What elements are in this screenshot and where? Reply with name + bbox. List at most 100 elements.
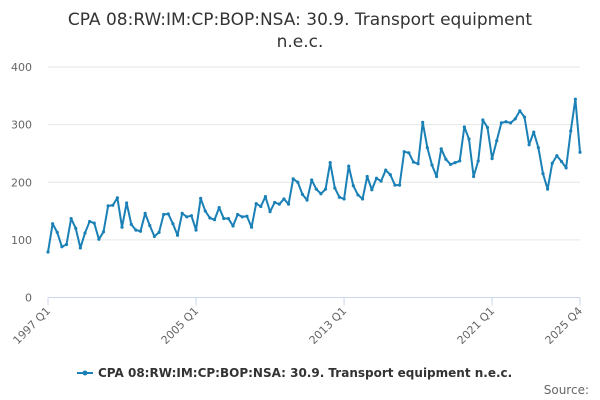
data-point[interactable] <box>282 197 286 201</box>
data-point[interactable] <box>360 197 365 201</box>
data-point[interactable] <box>273 200 277 205</box>
data-point[interactable] <box>152 234 156 239</box>
data-point[interactable] <box>356 193 360 197</box>
data-point[interactable] <box>106 204 110 208</box>
data-point[interactable] <box>504 120 508 124</box>
data-point[interactable] <box>236 212 240 217</box>
data-point[interactable] <box>421 120 425 124</box>
data-point[interactable] <box>347 164 351 168</box>
data-point[interactable] <box>314 187 318 191</box>
data-point[interactable] <box>578 150 582 154</box>
data-point[interactable] <box>245 214 249 218</box>
data-point[interactable] <box>490 157 494 161</box>
data-point[interactable] <box>111 203 115 207</box>
data-point[interactable] <box>97 237 101 241</box>
data-point[interactable] <box>310 178 314 182</box>
data-point[interactable] <box>125 201 129 205</box>
data-point[interactable] <box>453 161 457 165</box>
data-point[interactable] <box>407 151 411 155</box>
data-point[interactable] <box>509 121 513 125</box>
data-point[interactable] <box>199 196 203 200</box>
legend[interactable]: CPA 08:RW:IM:CP:BOP:NSA: 30.9. Transport… <box>77 366 512 380</box>
data-point[interactable] <box>365 174 369 179</box>
data-point[interactable] <box>374 176 379 180</box>
data-point[interactable] <box>148 223 152 228</box>
data-point[interactable] <box>439 147 443 151</box>
data-point[interactable] <box>481 118 485 122</box>
data-point[interactable] <box>291 177 295 181</box>
data-point[interactable] <box>101 230 106 234</box>
data-point[interactable] <box>425 146 429 150</box>
data-point[interactable] <box>249 225 254 229</box>
data-point[interactable] <box>402 150 406 154</box>
data-point[interactable] <box>499 121 503 125</box>
data-point[interactable] <box>342 197 346 201</box>
data-point[interactable] <box>203 209 207 213</box>
data-point[interactable] <box>444 157 448 161</box>
data-point[interactable] <box>185 215 189 219</box>
data-point[interactable] <box>379 179 383 183</box>
data-point[interactable] <box>277 202 281 206</box>
data-point[interactable] <box>231 224 235 228</box>
data-point[interactable] <box>416 162 420 166</box>
data-point[interactable] <box>513 117 517 121</box>
data-point[interactable] <box>397 183 402 187</box>
data-point[interactable] <box>550 161 554 165</box>
data-point[interactable] <box>546 187 550 191</box>
data-point[interactable] <box>180 211 184 215</box>
data-point[interactable] <box>296 180 300 184</box>
data-point[interactable] <box>337 195 342 199</box>
data-point[interactable] <box>60 245 64 249</box>
data-point[interactable] <box>263 195 268 199</box>
data-point[interactable] <box>305 198 309 202</box>
data-point[interactable] <box>384 168 388 172</box>
data-point[interactable] <box>162 212 166 217</box>
data-point[interactable] <box>569 129 573 133</box>
data-point[interactable] <box>92 221 96 225</box>
data-point[interactable] <box>226 216 231 221</box>
data-point[interactable] <box>208 216 212 220</box>
data-point[interactable] <box>472 174 476 179</box>
data-point[interactable] <box>120 225 124 229</box>
data-point[interactable] <box>328 161 332 165</box>
data-point[interactable] <box>78 246 82 250</box>
data-point[interactable] <box>573 97 577 101</box>
data-point[interactable] <box>51 222 55 226</box>
data-point[interactable] <box>157 230 161 234</box>
data-point[interactable] <box>434 174 439 179</box>
data-point[interactable] <box>518 109 522 113</box>
data-point[interactable] <box>69 216 73 221</box>
data-point[interactable] <box>138 229 143 233</box>
data-point[interactable] <box>319 192 323 196</box>
data-point[interactable] <box>351 184 355 188</box>
data-point[interactable] <box>536 146 540 150</box>
data-point[interactable] <box>485 125 490 130</box>
data-point[interactable] <box>254 201 258 206</box>
data-point[interactable] <box>300 192 305 196</box>
data-point[interactable] <box>393 183 397 187</box>
data-point[interactable] <box>541 172 545 176</box>
data-point[interactable] <box>217 206 221 210</box>
data-point[interactable] <box>134 228 138 232</box>
data-point[interactable] <box>286 202 291 206</box>
data-point[interactable] <box>333 186 337 190</box>
data-point[interactable] <box>88 219 92 224</box>
data-point[interactable] <box>495 139 499 143</box>
data-point[interactable] <box>555 154 559 158</box>
data-point[interactable] <box>194 228 198 232</box>
data-point[interactable] <box>64 242 69 247</box>
data-point[interactable] <box>559 159 564 164</box>
data-point[interactable] <box>323 187 328 191</box>
data-point[interactable] <box>430 163 434 167</box>
data-point[interactable] <box>370 188 374 192</box>
data-point[interactable] <box>458 159 462 163</box>
data-point[interactable] <box>83 231 87 235</box>
data-point[interactable] <box>522 115 527 119</box>
data-point[interactable] <box>388 173 392 177</box>
data-point[interactable] <box>564 166 568 170</box>
data-point[interactable] <box>240 215 244 219</box>
data-point[interactable] <box>171 222 175 226</box>
data-point[interactable] <box>222 216 226 221</box>
data-point[interactable] <box>115 196 119 200</box>
data-point[interactable] <box>74 226 78 230</box>
